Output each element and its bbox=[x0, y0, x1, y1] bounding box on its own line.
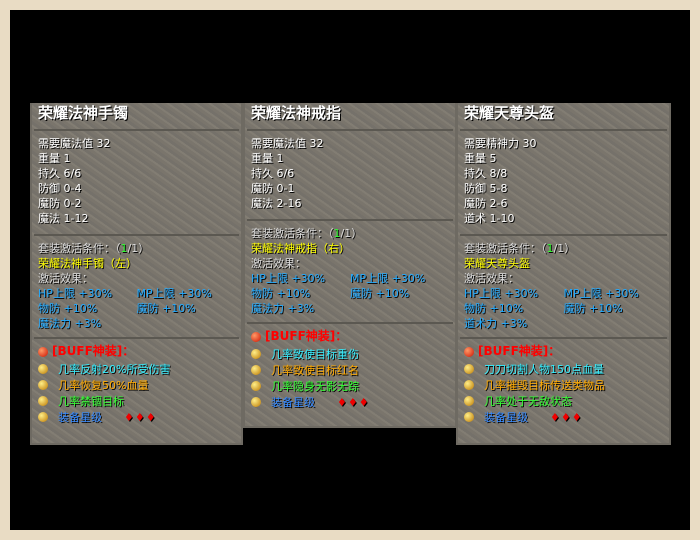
buff-line: 几率反射20%所受伤害 bbox=[58, 362, 171, 376]
stat-line: 魔防 0-2 bbox=[38, 197, 82, 210]
buff-header: [BUFF神装]： bbox=[52, 344, 135, 358]
buff-line: 几率致使目标重伤 bbox=[271, 347, 359, 361]
set-condition: 套装激活条件：（1/1） bbox=[251, 226, 449, 241]
divider bbox=[460, 234, 667, 236]
stat-line: 需要魔法值 32 bbox=[251, 137, 324, 150]
set-count: 1 bbox=[333, 227, 341, 240]
divider bbox=[247, 322, 453, 324]
set-total: /1） bbox=[340, 227, 363, 240]
gold-orb-icon bbox=[464, 412, 474, 422]
stat-line: 持久 8/8 bbox=[464, 167, 508, 180]
gold-orb-icon bbox=[251, 381, 261, 391]
set-count: 1 bbox=[546, 242, 554, 255]
effect: 魔法力 +3% bbox=[251, 302, 315, 315]
buff-header: [BUFF神装]： bbox=[478, 344, 561, 358]
stat-line: 防御 0-4 bbox=[38, 182, 82, 195]
stat-line: 重量 1 bbox=[251, 152, 284, 165]
stat-line: 需要魔法值 32 bbox=[38, 137, 111, 150]
red-orb-icon bbox=[251, 331, 261, 342]
buff-line: 装备星级 bbox=[58, 410, 102, 424]
gold-orb-icon bbox=[38, 396, 48, 406]
buff-line: 刀刀切割人物150点血量 bbox=[484, 362, 604, 376]
stat-line: 魔防 2-6 bbox=[464, 197, 508, 210]
stat-line: 持久 6/6 bbox=[38, 167, 82, 180]
divider bbox=[247, 219, 453, 221]
buff-line: 装备星级 bbox=[271, 395, 315, 409]
gold-orb-icon bbox=[38, 412, 48, 422]
set-condition-label: 套装激活条件：（ bbox=[464, 242, 547, 255]
gold-orb-icon bbox=[38, 380, 48, 390]
set-name: 荣耀法神手镯（左） bbox=[38, 257, 137, 270]
divider bbox=[247, 129, 453, 131]
stat-line: 魔防 0-1 bbox=[251, 182, 295, 195]
effect: MP上限 +30% bbox=[350, 272, 426, 285]
effect: 魔防 +10% bbox=[563, 302, 623, 315]
gold-orb-icon bbox=[251, 397, 261, 407]
effect: 道术力 +3% bbox=[464, 317, 528, 330]
set-name: 荣耀法神戒指（右） bbox=[251, 242, 350, 255]
effect: MP上限 +30% bbox=[563, 287, 639, 300]
stat-line: 重量 1 bbox=[38, 152, 71, 165]
stat-line: 道术 1-10 bbox=[464, 212, 515, 225]
set-count: 1 bbox=[120, 242, 128, 255]
effect-label: 激活效果： bbox=[464, 272, 519, 285]
buff-line: 装备星级 bbox=[484, 410, 528, 424]
effect: 魔法力 +3% bbox=[38, 317, 102, 330]
effect: 魔防 +10% bbox=[136, 302, 196, 315]
gold-orb-icon bbox=[464, 364, 474, 374]
stat-line: 魔法 2-16 bbox=[251, 197, 302, 210]
effect: HP上限 +30% bbox=[38, 287, 113, 300]
divider bbox=[34, 337, 239, 339]
effect-label: 激活效果： bbox=[38, 272, 93, 285]
gold-orb-icon bbox=[251, 365, 261, 375]
set-condition: 套装激活条件：（1/1） bbox=[464, 241, 663, 256]
set-name: 荣耀天尊头盔 bbox=[464, 257, 530, 270]
effect: 魔防 +10% bbox=[350, 287, 410, 300]
stat-line: 持久 6/6 bbox=[251, 167, 295, 180]
divider bbox=[460, 337, 667, 339]
star-gems-icon: ♦♦♦ bbox=[124, 410, 157, 424]
buff-line: 几率禁锢目标 bbox=[58, 394, 124, 408]
star-gems-icon: ♦♦♦ bbox=[550, 410, 583, 424]
effect: MP上限 +30% bbox=[136, 287, 212, 300]
buff-line: 几率处于无敌状态 bbox=[484, 394, 572, 408]
red-orb-icon bbox=[38, 346, 48, 357]
divider bbox=[34, 234, 239, 236]
star-gems-icon: ♦♦♦ bbox=[337, 395, 370, 409]
gold-orb-icon bbox=[251, 349, 261, 359]
item-tooltip: 荣耀天尊头盔 需要精神力 30 重量 5 持久 8/8 防御 5-8 魔防 2-6 道术 1… bbox=[456, 103, 671, 445]
buff-line: 几率致使目标红名 bbox=[271, 363, 359, 377]
set-condition-label: 套装激活条件：（ bbox=[251, 227, 334, 240]
item-title: 荣耀天尊头盔 bbox=[464, 104, 555, 122]
set-total: /1） bbox=[553, 242, 576, 255]
set-total: /1） bbox=[127, 242, 150, 255]
set-condition-label: 套装激活条件：（ bbox=[38, 242, 121, 255]
stat-line: 防御 5-8 bbox=[464, 182, 508, 195]
effect: 物防 +10% bbox=[38, 302, 98, 315]
gold-orb-icon bbox=[464, 380, 474, 390]
item-tooltip: 荣耀法神戒指需要魔法值 32 重量 1 持久 6/6 魔防 0-1 魔法 2-16 套装激… bbox=[243, 103, 457, 428]
gold-orb-icon bbox=[38, 364, 48, 374]
gold-orb-icon bbox=[464, 396, 474, 406]
buff-header: [BUFF神装]： bbox=[265, 329, 348, 343]
stat-line: 需要精神力 30 bbox=[464, 137, 537, 150]
effect: HP上限 +30% bbox=[464, 287, 539, 300]
buff-line: 几率摧毁目标传送类物品 bbox=[484, 378, 605, 392]
effect: 物防 +10% bbox=[464, 302, 524, 315]
red-orb-icon bbox=[464, 346, 474, 357]
effect: HP上限 +30% bbox=[251, 272, 326, 285]
buff-line: 几率隐身无影无踪 bbox=[271, 379, 359, 393]
item-title: 荣耀法神戒指 bbox=[251, 104, 342, 122]
stat-line: 重量 5 bbox=[464, 152, 497, 165]
item-tooltip: 荣耀法神手镯需要魔法值 32 重量 1 持久 6/6 防御 0-4 魔防 0-2 魔法 1… bbox=[30, 103, 243, 445]
buff-line: 几率恢复50%血量 bbox=[58, 378, 149, 392]
item-title: 荣耀法神手镯 bbox=[38, 104, 129, 122]
effect: 物防 +10% bbox=[251, 287, 311, 300]
divider bbox=[460, 129, 667, 131]
effect-label: 激活效果： bbox=[251, 257, 306, 270]
stat-line: 魔法 1-12 bbox=[38, 212, 89, 225]
set-condition: 套装激活条件：（1/1） bbox=[38, 241, 235, 256]
divider bbox=[34, 129, 239, 131]
